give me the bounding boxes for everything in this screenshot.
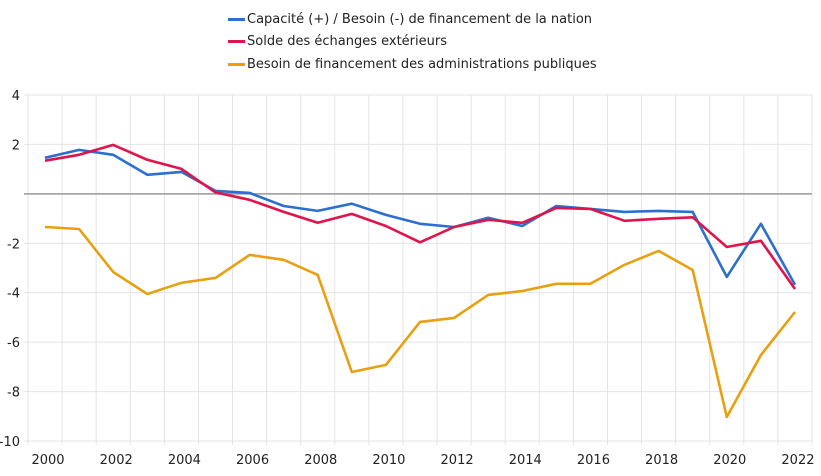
x-tick-label: 2018 [645,453,678,468]
series-group [44,143,797,419]
legend-label-nation: Capacité (+) / Besoin (-) de financement… [247,11,593,27]
x-tick-label: 2000 [31,453,64,468]
grid [24,94,813,445]
legend-label-exterieur: Solde des échanges extérieurs [247,34,447,50]
x-tick-label: 2016 [577,453,610,468]
x-tick-label: 2004 [168,453,201,468]
series-line-1 [44,143,797,290]
chart-legend: Capacité (+) / Besoin (-) de financement… [228,8,597,76]
y-tick-label: -8 [7,386,20,401]
x-tick-label: 2012 [441,453,474,468]
legend-item-apu: Besoin de financement des administration… [228,53,597,76]
y-axis: 4 2 -2 -4 -6 -8 -10 [0,89,20,450]
x-tick-label: 2006 [236,453,269,468]
legend-item-nation: Capacité (+) / Besoin (-) de financement… [228,8,597,31]
y-tick-label: -4 [7,287,20,302]
x-axis: 2000 2002 2004 2006 2008 2010 2012 2014 2016 2018… [31,453,814,468]
y-tick-label: 4 [12,89,20,104]
y-tick-label: -6 [7,336,20,351]
y-tick-label: 2 [12,138,20,153]
x-tick-label: 2010 [372,453,405,468]
legend-swatch-apu [228,62,245,66]
legend-swatch-nation [228,17,245,21]
series-line-2 [44,225,797,419]
legend-swatch-exterieur [228,40,245,44]
x-tick-label: 2020 [713,453,746,468]
legend-label-apu: Besoin de financement des administration… [247,56,597,72]
y-tick-label: -10 [0,435,20,450]
x-tick-label: 2008 [304,453,337,468]
x-tick-label: 2014 [509,453,542,468]
x-tick-label: 2022 [781,453,814,468]
series-line-0 [44,148,797,286]
legend-item-exterieur: Solde des échanges extérieurs [228,31,597,54]
y-tick-label: -2 [7,237,20,252]
x-tick-label: 2002 [100,453,133,468]
